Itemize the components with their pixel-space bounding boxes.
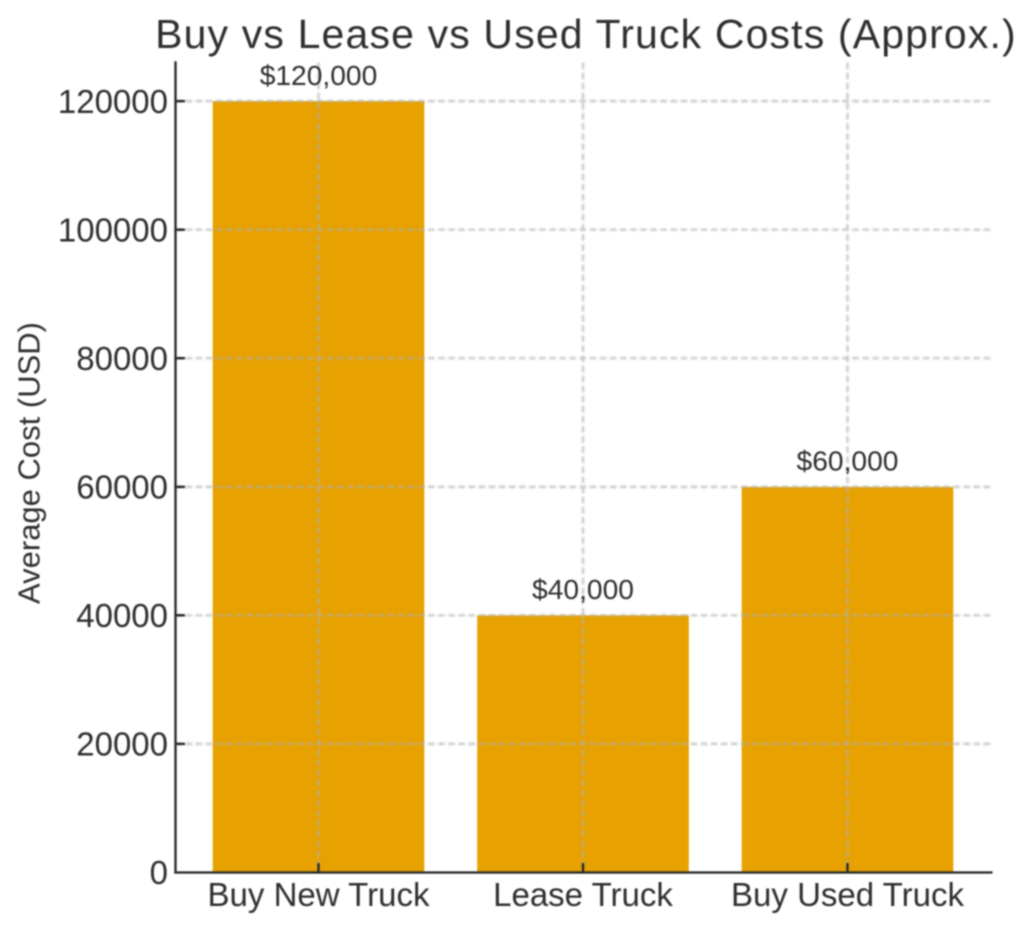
svg-text:40000: 40000 xyxy=(76,597,168,634)
svg-text:Buy New Truck: Buy New Truck xyxy=(208,876,430,913)
svg-text:60000: 60000 xyxy=(76,469,168,506)
svg-text:$120,000: $120,000 xyxy=(260,59,378,91)
svg-text:20000: 20000 xyxy=(76,726,168,763)
svg-text:Buy Used Truck: Buy Used Truck xyxy=(731,876,964,913)
svg-text:$60,000: $60,000 xyxy=(797,445,899,477)
svg-text:80000: 80000 xyxy=(76,340,168,377)
svg-text:$40,000: $40,000 xyxy=(532,573,634,605)
svg-text:Average Cost (USD): Average Cost (USD) xyxy=(12,322,47,604)
svg-text:Buy vs Lease vs Used Truck Cos: Buy vs Lease vs Used Truck Costs (Approx… xyxy=(155,11,1017,57)
svg-text:Lease Truck: Lease Truck xyxy=(493,876,673,913)
svg-text:0: 0 xyxy=(150,854,168,891)
svg-text:100000: 100000 xyxy=(58,211,168,248)
svg-text:120000: 120000 xyxy=(58,83,168,120)
